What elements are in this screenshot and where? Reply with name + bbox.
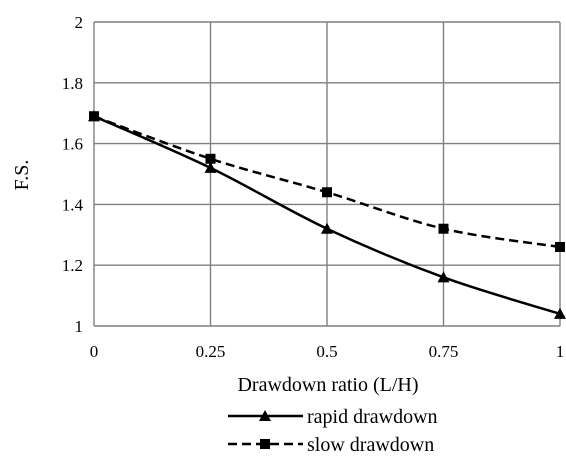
series-layer xyxy=(88,110,566,319)
x-tick-labels: 0 0.25 0.5 0.75 1 xyxy=(90,342,565,361)
data-point-rapid xyxy=(204,161,217,173)
legend-item-slow: slow drawdown xyxy=(228,434,434,456)
x-tick-label: 0.75 xyxy=(429,342,459,361)
y-tick-labels: 1 1.2 1.4 1.6 1.8 2 xyxy=(62,13,84,336)
x-tick-label: 0 xyxy=(90,342,99,361)
y-tick-label: 2 xyxy=(75,13,84,32)
data-point-slow xyxy=(438,223,449,234)
y-axis-title: F.S. xyxy=(11,160,33,191)
data-point-rapid xyxy=(437,271,450,283)
data-point-rapid xyxy=(321,222,333,234)
x-tick-label: 1 xyxy=(556,342,565,361)
data-point-slow xyxy=(322,187,332,198)
legend: rapid drawdown slow drawdown xyxy=(228,406,438,456)
y-tick-label: 1.6 xyxy=(62,135,83,154)
legend-marker-square xyxy=(260,439,270,449)
y-tick-label: 1.2 xyxy=(62,256,83,275)
legend-marker-triangle xyxy=(259,410,271,421)
y-tick-label: 1 xyxy=(75,317,84,336)
x-tick-label: 0.5 xyxy=(316,342,337,361)
data-point-rapid xyxy=(554,307,566,319)
y-tick-label: 1.4 xyxy=(62,195,84,214)
data-point-slow xyxy=(205,153,216,164)
y-tick-label: 1.8 xyxy=(62,74,83,93)
legend-label-slow: slow drawdown xyxy=(307,434,434,456)
data-point-slow xyxy=(555,241,565,252)
x-axis-title: Drawdown ratio (L/H) xyxy=(237,374,418,396)
legend-label-rapid: rapid drawdown xyxy=(307,406,438,428)
x-tick-label: 0.25 xyxy=(196,342,226,361)
grid xyxy=(93,21,561,327)
data-point-slow xyxy=(89,111,99,122)
legend-item-rapid: rapid drawdown xyxy=(228,406,438,428)
